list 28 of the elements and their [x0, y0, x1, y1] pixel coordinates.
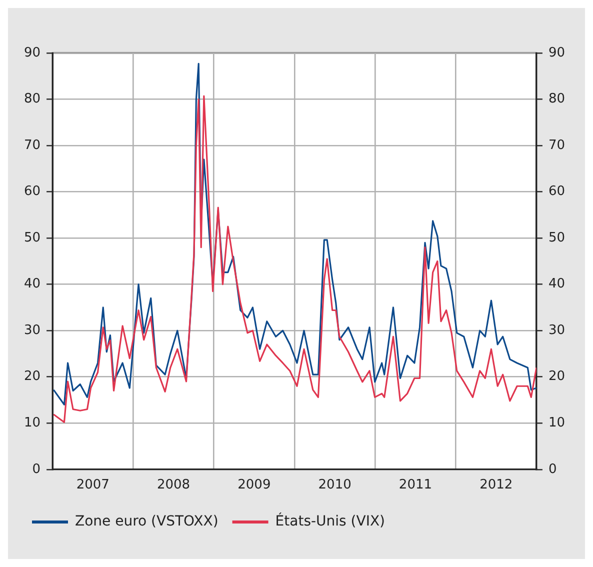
y2-tick-label: 70: [548, 138, 566, 153]
y-tick-label: 10: [24, 416, 41, 431]
y2-tick-label: 60: [548, 184, 566, 200]
x-tick-label: 2008: [156, 478, 190, 493]
y2-tick-label: 0: [548, 462, 557, 477]
y2-tick-label: 10: [548, 416, 566, 431]
y2-tick-label: 30: [548, 322, 566, 338]
y-tick-label: 30: [24, 322, 41, 338]
y2-tick-label: 80: [548, 92, 566, 107]
legend-label: États-Unis (VIX): [275, 512, 386, 530]
y-tick-label: 60: [24, 184, 41, 200]
y2-tick-label: 40: [548, 276, 566, 292]
y2-tick-label: 20: [548, 369, 566, 384]
y2-tick-label: 90: [548, 45, 566, 60]
legend-label: Zone euro (VSTOXX): [75, 514, 218, 530]
y-tick-label: 80: [24, 92, 41, 107]
x-tick-label: 2009: [238, 478, 271, 493]
y-tick-label: 40: [24, 276, 41, 292]
x-tick-label: 2011: [398, 478, 432, 493]
y-tick-label: 70: [24, 138, 41, 153]
x-tick-label: 2012: [480, 478, 513, 493]
x-tick-label: 2010: [318, 478, 352, 493]
y-tick-label: 20: [24, 369, 41, 384]
y-tick-label: 90: [24, 45, 41, 60]
y-tick-label: 0: [32, 462, 41, 477]
y-tick-label: 50: [24, 230, 41, 246]
y2-tick-label: 50: [548, 230, 566, 246]
x-tick-label: 2007: [76, 478, 110, 493]
